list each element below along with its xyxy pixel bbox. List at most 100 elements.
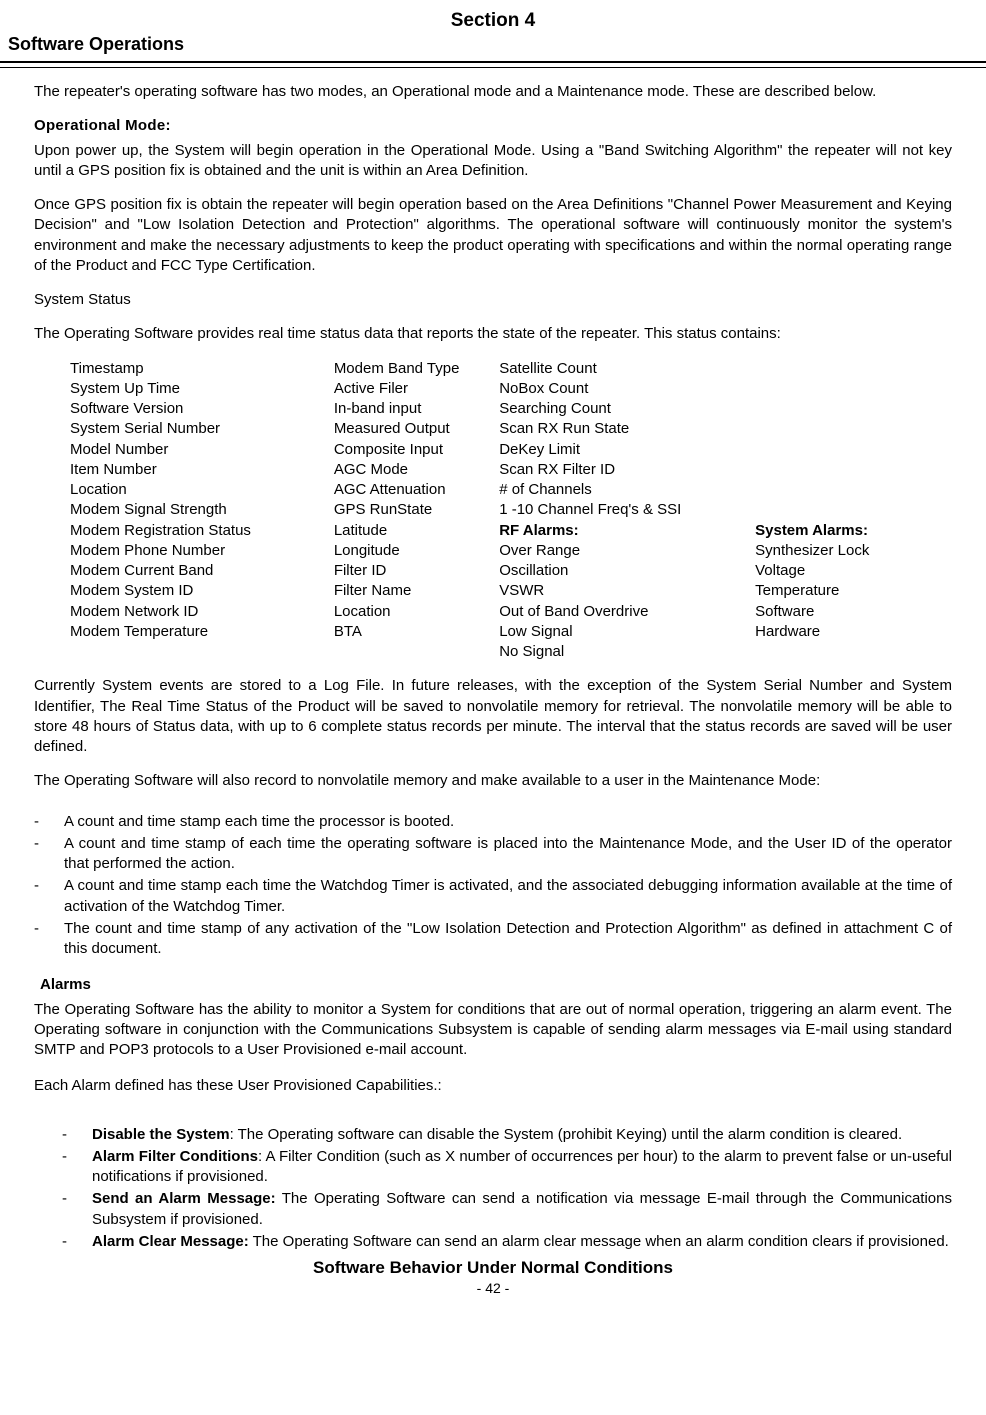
status-item: AGC Attenuation: [334, 480, 499, 500]
alarm-capabilities: -Disable the System: The Operating softw…: [62, 1125, 952, 1253]
rf-alarm-item: Over Range: [499, 541, 755, 561]
bullet-row: -A count and time stamp of each time the…: [34, 834, 952, 875]
content-area: The repeater's operating software has tw…: [0, 82, 986, 1252]
spacer: [755, 440, 952, 460]
rf-alarm-item: Oscillation: [499, 561, 755, 581]
status-item: Modem Current Band: [70, 561, 334, 581]
status-item: DeKey Limit: [499, 440, 755, 460]
bullet-row: -A count and time stamp each time the Wa…: [34, 876, 952, 917]
spacer: [755, 359, 952, 379]
status-columns: TimestampSystem Up TimeSoftware VersionS…: [70, 359, 952, 663]
alarm-capability-label: Disable the System: [92, 1126, 230, 1143]
status-item: Modem Phone Number: [70, 541, 334, 561]
system-alarm-item: Temperature: [755, 581, 952, 601]
footer-title: Software Behavior Under Normal Condition…: [0, 1258, 986, 1278]
spacer: [755, 419, 952, 439]
status-item: Modem Signal Strength: [70, 500, 334, 520]
status-item: Scan RX Filter ID: [499, 460, 755, 480]
status-item: Modem Temperature: [70, 622, 334, 642]
status-item: Longitude: [334, 541, 499, 561]
system-alarm-item: Software: [755, 602, 952, 622]
section-title: Section 4: [0, 10, 986, 32]
record-bullets: -A count and time stamp each time the pr…: [34, 812, 952, 960]
op-paragraph-2: Once GPS position fix is obtain the repe…: [34, 195, 952, 276]
bullet-text: A count and time stamp of each time the …: [64, 834, 952, 875]
status-item: In-band input: [334, 399, 499, 419]
alarm-capability-row: -Alarm Clear Message: The Operating Soft…: [62, 1232, 952, 1252]
also-record-paragraph: The Operating Software will also record …: [34, 771, 952, 791]
alarm-capability-row: -Send an Alarm Message: The Operating So…: [62, 1189, 952, 1230]
status-item: Modem Registration Status: [70, 521, 334, 541]
alarm-capability-text: Alarm Filter Conditions: A Filter Condit…: [92, 1147, 952, 1188]
status-col-3: Satellite CountNoBox CountSearching Coun…: [499, 359, 755, 663]
rf-alarm-item: VSWR: [499, 581, 755, 601]
bullet-row: -The count and time stamp of any activat…: [34, 919, 952, 960]
status-item: Modem Band Type: [334, 359, 499, 379]
status-item: Searching Count: [499, 399, 755, 419]
spacer: [755, 480, 952, 500]
alarm-capability-label: Alarm Filter Conditions: [92, 1148, 258, 1165]
divider-thick: [0, 61, 986, 63]
alarm-capability-text: Alarm Clear Message: The Operating Softw…: [92, 1232, 952, 1252]
rf-alarm-item: Low Signal: [499, 622, 755, 642]
bullet-row: -A count and time stamp each time the pr…: [34, 812, 952, 832]
operational-mode-heading: Operational Mode:: [34, 116, 952, 136]
status-item: Software Version: [70, 399, 334, 419]
alarm-capability-text: Disable the System: The Operating softwa…: [92, 1125, 952, 1145]
divider-thin: [0, 67, 986, 68]
alarm-capability-text: Send an Alarm Message: The Operating Sof…: [92, 1189, 952, 1230]
bullet-dash: -: [34, 834, 64, 875]
status-item: System Serial Number: [70, 419, 334, 439]
alarm-dash: -: [62, 1232, 92, 1252]
rf-alarms-heading: RF Alarms:: [499, 521, 755, 541]
section-subtitle: Software Operations: [0, 34, 986, 55]
status-item: # of Channels: [499, 480, 755, 500]
system-status-intro: The Operating Software provides real tim…: [34, 324, 952, 344]
status-col-1: TimestampSystem Up TimeSoftware VersionS…: [70, 359, 334, 663]
status-item: Filter ID: [334, 561, 499, 581]
status-item: Latitude: [334, 521, 499, 541]
alarm-capability-row: -Disable the System: The Operating softw…: [62, 1125, 952, 1145]
status-item: Item Number: [70, 460, 334, 480]
bullet-text: A count and time stamp each time the Wat…: [64, 876, 952, 917]
status-item: Composite Input: [334, 440, 499, 460]
bullet-text: The count and time stamp of any activati…: [64, 919, 952, 960]
system-alarm-item: Hardware: [755, 622, 952, 642]
bullet-dash: -: [34, 812, 64, 832]
system-status-heading: System Status: [34, 290, 952, 310]
currently-paragraph: Currently System events are stored to a …: [34, 676, 952, 757]
status-item: AGC Mode: [334, 460, 499, 480]
status-col-4: System Alarms:Synthesizer LockVoltageTem…: [755, 359, 952, 663]
status-item: BTA: [334, 622, 499, 642]
each-alarm-paragraph: Each Alarm defined has these User Provis…: [34, 1076, 952, 1096]
system-alarm-item: Voltage: [755, 561, 952, 581]
system-alarms-heading: System Alarms:: [755, 521, 952, 541]
alarm-dash: -: [62, 1125, 92, 1145]
status-item: Location: [334, 602, 499, 622]
status-item: Measured Output: [334, 419, 499, 439]
alarm-capability-label: Alarm Clear Message:: [92, 1233, 249, 1250]
status-item: Filter Name: [334, 581, 499, 601]
status-item: Scan RX Run State: [499, 419, 755, 439]
status-item: Active Filer: [334, 379, 499, 399]
status-item: NoBox Count: [499, 379, 755, 399]
spacer: [755, 460, 952, 480]
rf-alarm-item: Out of Band Overdrive: [499, 602, 755, 622]
status-item: Location: [70, 480, 334, 500]
status-item: Modem System ID: [70, 581, 334, 601]
intro-paragraph: The repeater's operating software has tw…: [34, 82, 952, 102]
status-item: GPS RunState: [334, 500, 499, 520]
rf-alarm-item: No Signal: [499, 642, 755, 662]
alarms-heading: Alarms: [40, 975, 952, 995]
spacer: [755, 399, 952, 419]
status-item: Timestamp: [70, 359, 334, 379]
bullet-text: A count and time stamp each time the pro…: [64, 812, 952, 832]
status-item: Modem Network ID: [70, 602, 334, 622]
alarm-dash: -: [62, 1189, 92, 1230]
status-item: Model Number: [70, 440, 334, 460]
alarm-capability-desc: The Operating Software can send an alarm…: [249, 1233, 949, 1250]
system-alarm-item: Synthesizer Lock: [755, 541, 952, 561]
page-number: - 42 -: [0, 1280, 986, 1296]
status-item: 1 -10 Channel Freq's & SSI: [499, 500, 755, 520]
bullet-dash: -: [34, 919, 64, 960]
